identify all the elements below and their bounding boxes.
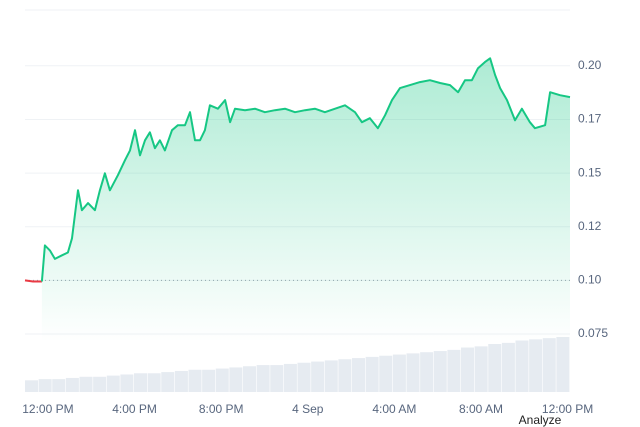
y-tick-label: 0.15	[578, 165, 602, 179]
area	[41, 58, 570, 393]
x-tick-label: 12:00 PM	[542, 402, 593, 416]
x-tick-label: 12:00 PM	[22, 402, 73, 416]
x-tick-label: 8:00 PM	[199, 402, 244, 416]
y-tick-label: 0.12	[578, 219, 602, 233]
volume-bar	[25, 380, 39, 392]
y-tick-label: 0.17	[578, 112, 602, 126]
price-line	[40, 57, 571, 282]
y-tick-label: 0.075	[578, 326, 608, 340]
x-tick-label: 4:00 PM	[112, 402, 157, 416]
x-tick-label: 4:00 AM	[372, 402, 416, 416]
y-tick-label: 0.10	[578, 273, 602, 287]
y-tick-label: 0.20	[578, 58, 602, 72]
x-tick-label: 8:00 AM	[459, 402, 503, 416]
analyze-button[interactable]: Analyze	[519, 413, 562, 427]
price-line	[24, 279, 42, 283]
x-tick-label: 4 Sep	[292, 402, 324, 416]
